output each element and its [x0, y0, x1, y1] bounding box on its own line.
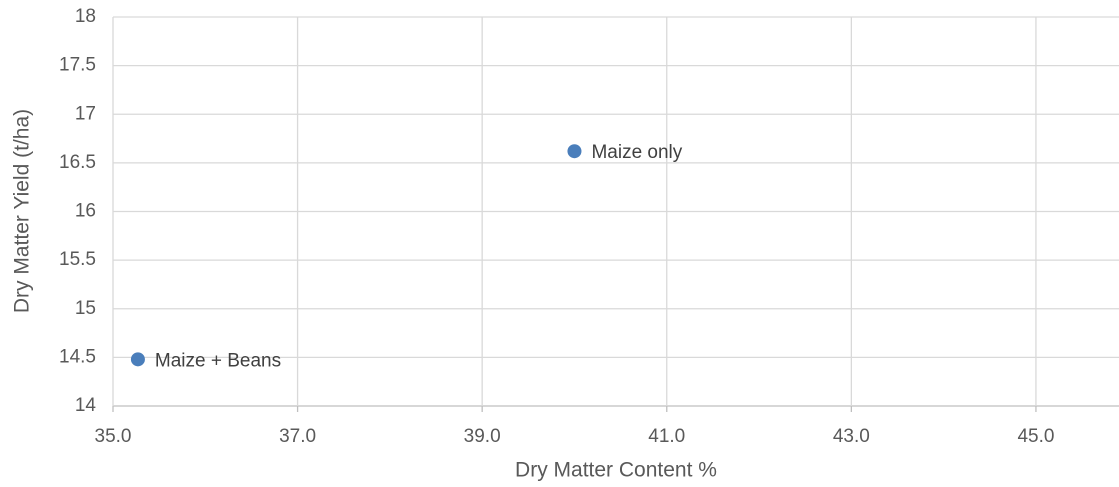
point-label: Maize + Beans — [155, 350, 281, 371]
point-label: Maize only — [591, 142, 682, 163]
y-tick-label: 14.5 — [59, 346, 96, 367]
point — [567, 144, 582, 159]
y-tick-label: 16.5 — [59, 152, 96, 173]
x-tick-label: 35.0 — [95, 426, 132, 447]
y-tick-label: 14 — [75, 395, 97, 416]
y-tick-label: 17 — [75, 103, 96, 124]
point — [130, 352, 145, 367]
y-tick-label: 16 — [75, 201, 96, 222]
x-tick-label: 37.0 — [279, 426, 316, 447]
x-axis-title: Dry Matter Content % — [515, 459, 717, 482]
y-tick-label: 17.5 — [59, 55, 96, 76]
x-tick-label: 43.0 — [833, 426, 870, 447]
y-tick-label: 15 — [75, 298, 96, 319]
x-tick-label: 41.0 — [648, 426, 685, 447]
y-tick-label: 18 — [75, 6, 96, 27]
x-tick-label: 39.0 — [464, 426, 501, 447]
y-axis-title: Dry Matter Yield (t/ha) — [11, 109, 34, 313]
y-tick-label: 15.5 — [59, 249, 96, 270]
x-tick-label: 45.0 — [1017, 426, 1054, 447]
